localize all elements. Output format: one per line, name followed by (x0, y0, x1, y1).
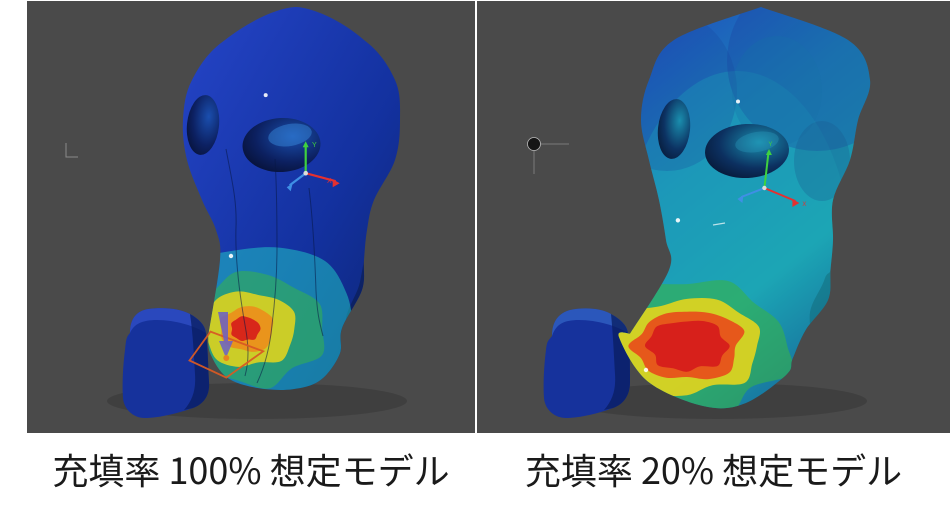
svg-text:X: X (327, 178, 332, 185)
svg-text:X: X (802, 202, 806, 208)
svg-text:Y: Y (768, 142, 772, 148)
svg-text:Y: Y (312, 142, 317, 149)
